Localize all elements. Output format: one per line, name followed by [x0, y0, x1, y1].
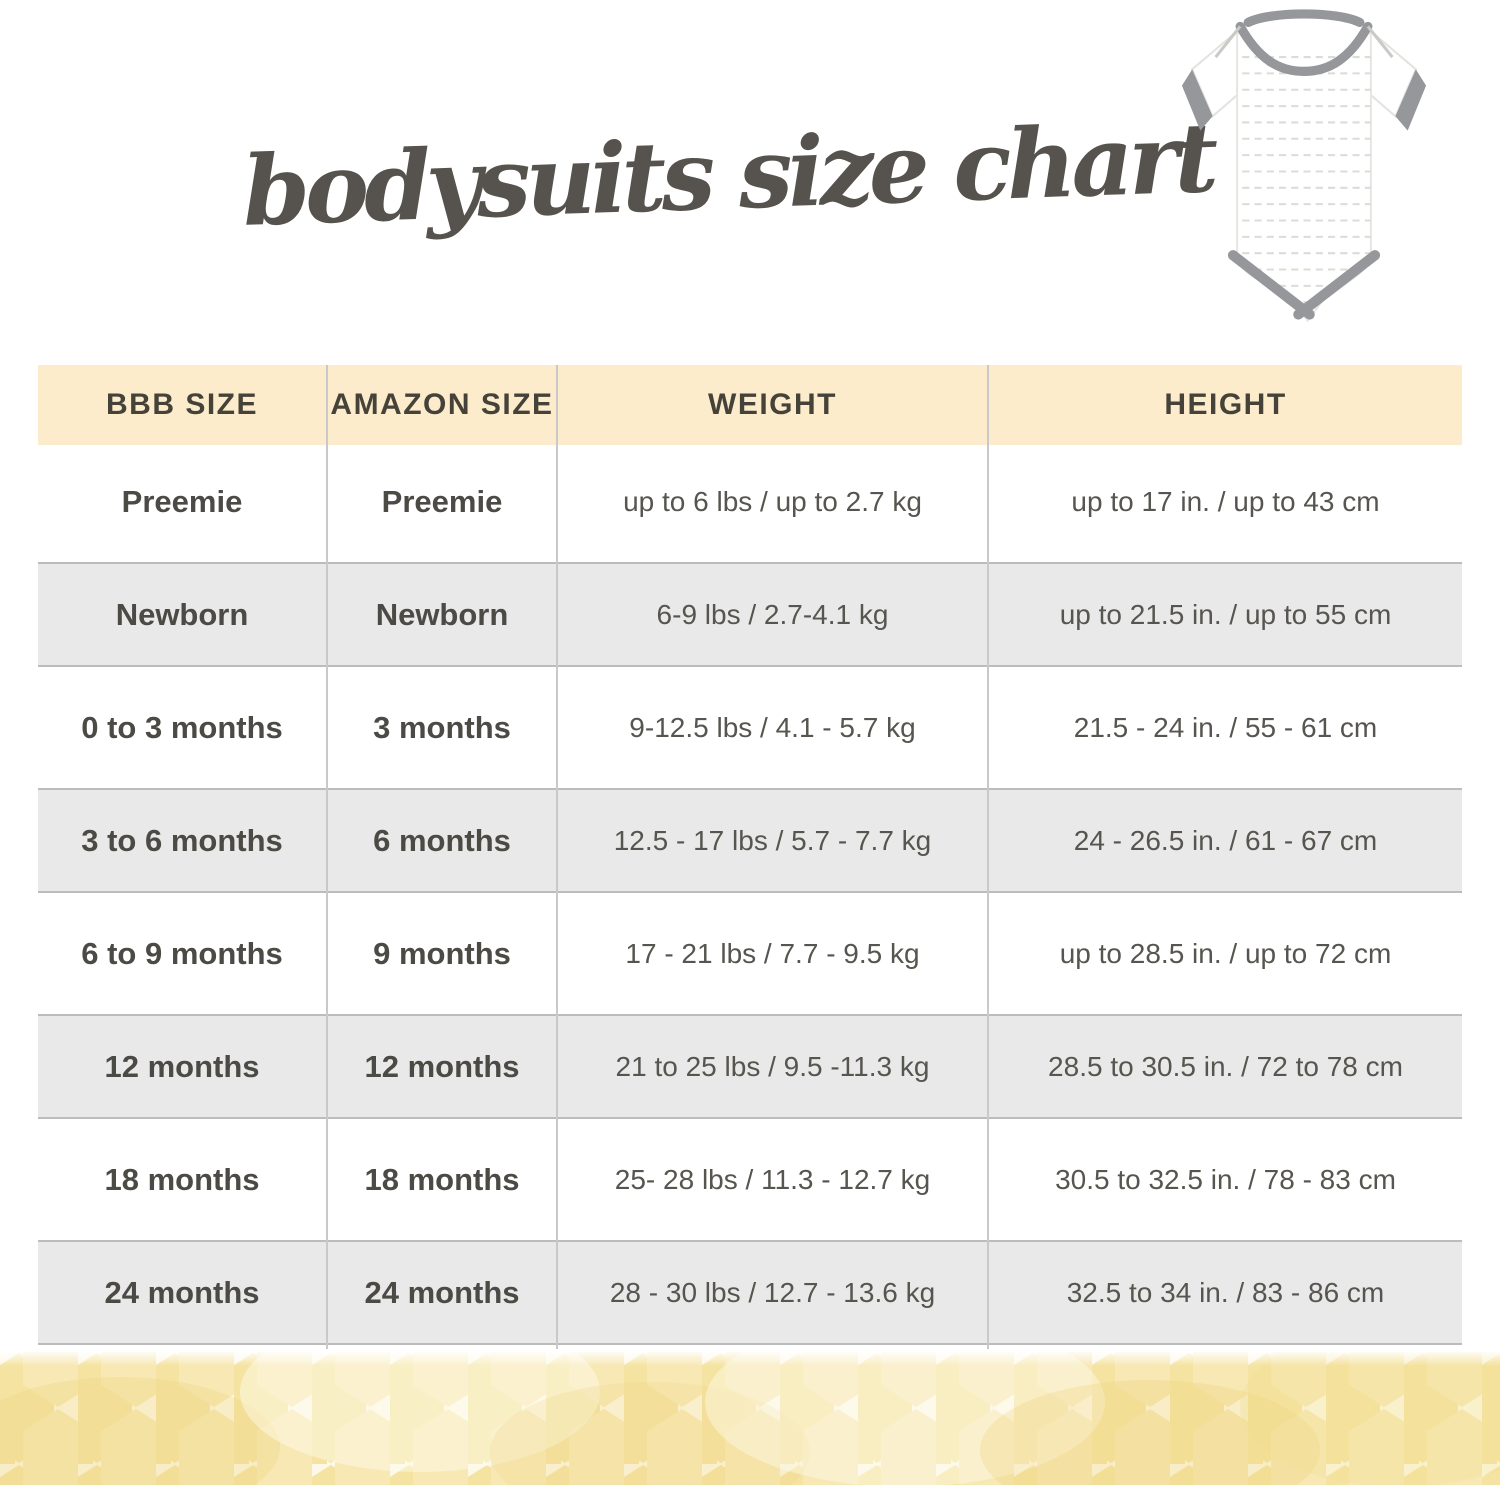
- table-row: 12 months 12 months 21 to 25 lbs / 9.5 -…: [38, 1010, 1462, 1123]
- cell-amazon-size: 3 months: [328, 671, 558, 784]
- cell-bbb-size: 0 to 3 months: [38, 671, 328, 784]
- table-row: 18 months 18 months 25- 28 lbs / 11.3 - …: [38, 1123, 1462, 1236]
- bodysuit-photo: [1181, 9, 1427, 323]
- right-leg-trim: [1293, 250, 1381, 320]
- table-row: 24 months 24 months 28 - 30 lbs / 12.7 -…: [38, 1236, 1462, 1349]
- back-collar-trim: [1243, 9, 1365, 27]
- header-cell-weight: WEIGHT: [558, 365, 989, 445]
- cell-bbb-size: 18 months: [38, 1123, 328, 1236]
- cell-weight: 28 - 30 lbs / 12.7 - 13.6 kg: [558, 1236, 989, 1349]
- right-lap-fold: [1366, 25, 1394, 59]
- cell-bbb-size: 24 months: [38, 1236, 328, 1349]
- cell-weight: 9-12.5 lbs / 4.1 - 5.7 kg: [558, 671, 989, 784]
- left-leg-trim: [1227, 250, 1315, 320]
- front-neckline-trim: [1235, 21, 1373, 76]
- table-row: Newborn Newborn 6-9 lbs / 2.7-4.1 kg up …: [38, 558, 1462, 671]
- table-row: 6 to 9 months 9 months 17 - 21 lbs / 7.7…: [38, 897, 1462, 1010]
- cell-height: 21.5 - 24 in. / 55 - 61 cm: [1073, 711, 1378, 743]
- cell-amazon-size: Newborn: [328, 558, 558, 671]
- table-row: 3 to 6 months 6 months 12.5 - 17 lbs / 5…: [38, 784, 1462, 897]
- cell-weight: 21 to 25 lbs / 9.5 -11.3 kg: [558, 1010, 989, 1123]
- cell-weight: 25- 28 lbs / 11.3 - 12.7 kg: [558, 1123, 989, 1236]
- cell-height: 32.5 to 34 in. / 83 - 86 cm: [1066, 1276, 1385, 1308]
- cell-amazon-size: 6 months: [328, 784, 558, 897]
- cell-height: 28.5 to 30.5 in. / 72 to 78 cm: [1048, 1050, 1403, 1082]
- cell-weight: 12.5 - 17 lbs / 5.7 - 7.7 kg: [558, 784, 989, 897]
- size-table-body: Preemie Preemie up to 6 lbs / up to 2.7 …: [38, 445, 1462, 1349]
- table-header-row: BBB SIZE AMAZON SIZE WEIGHT HEIGHT: [38, 365, 1462, 445]
- cell-amazon-size: 12 months: [328, 1010, 558, 1123]
- header-cell-bbb-size: BBB SIZE: [38, 365, 328, 445]
- table-row: 0 to 3 months 3 months 9-12.5 lbs / 4.1 …: [38, 671, 1462, 784]
- cell-height: 30.5 to 32.5 in. / 78 - 83 cm: [1055, 1163, 1396, 1195]
- cell-amazon-size: 24 months: [328, 1236, 558, 1349]
- right-cuff-trim: [1395, 69, 1427, 131]
- left-lap-fold: [1214, 25, 1242, 59]
- cell-weight: up to 6 lbs / up to 2.7 kg: [558, 445, 989, 558]
- cell-height: 24 - 26.5 in. / 61 - 67 cm: [1073, 824, 1378, 856]
- cell-height: up to 17 in. / up to 43 cm: [1071, 485, 1380, 517]
- cell-bbb-size: 3 to 6 months: [38, 784, 328, 897]
- honeycomb-pattern: [0, 1352, 1500, 1485]
- cell-weight: 6-9 lbs / 2.7-4.1 kg: [558, 558, 989, 671]
- cell-amazon-size: Preemie: [328, 445, 558, 558]
- header-cell-height: HEIGHT: [1164, 387, 1287, 421]
- cell-amazon-size: 9 months: [328, 897, 558, 1010]
- left-cuff-trim: [1181, 69, 1213, 131]
- cell-bbb-size: 12 months: [38, 1010, 328, 1123]
- cell-weight: 17 - 21 lbs / 7.7 - 9.5 kg: [558, 897, 989, 1010]
- header-cell-amazon-size: AMAZON SIZE: [328, 365, 558, 445]
- cell-bbb-size: Newborn: [38, 558, 328, 671]
- cell-height: up to 28.5 in. / up to 72 cm: [1059, 937, 1392, 969]
- cell-bbb-size: Preemie: [38, 445, 328, 558]
- cell-bbb-size: 6 to 9 months: [38, 897, 328, 1010]
- size-chart-table: BBB SIZE AMAZON SIZE WEIGHT HEIGHT Preem…: [38, 365, 1462, 1349]
- table-row: Preemie Preemie up to 6 lbs / up to 2.7 …: [38, 445, 1462, 558]
- cell-amazon-size: 18 months: [328, 1123, 558, 1236]
- cell-height: up to 21.5 in. / up to 55 cm: [1059, 598, 1392, 630]
